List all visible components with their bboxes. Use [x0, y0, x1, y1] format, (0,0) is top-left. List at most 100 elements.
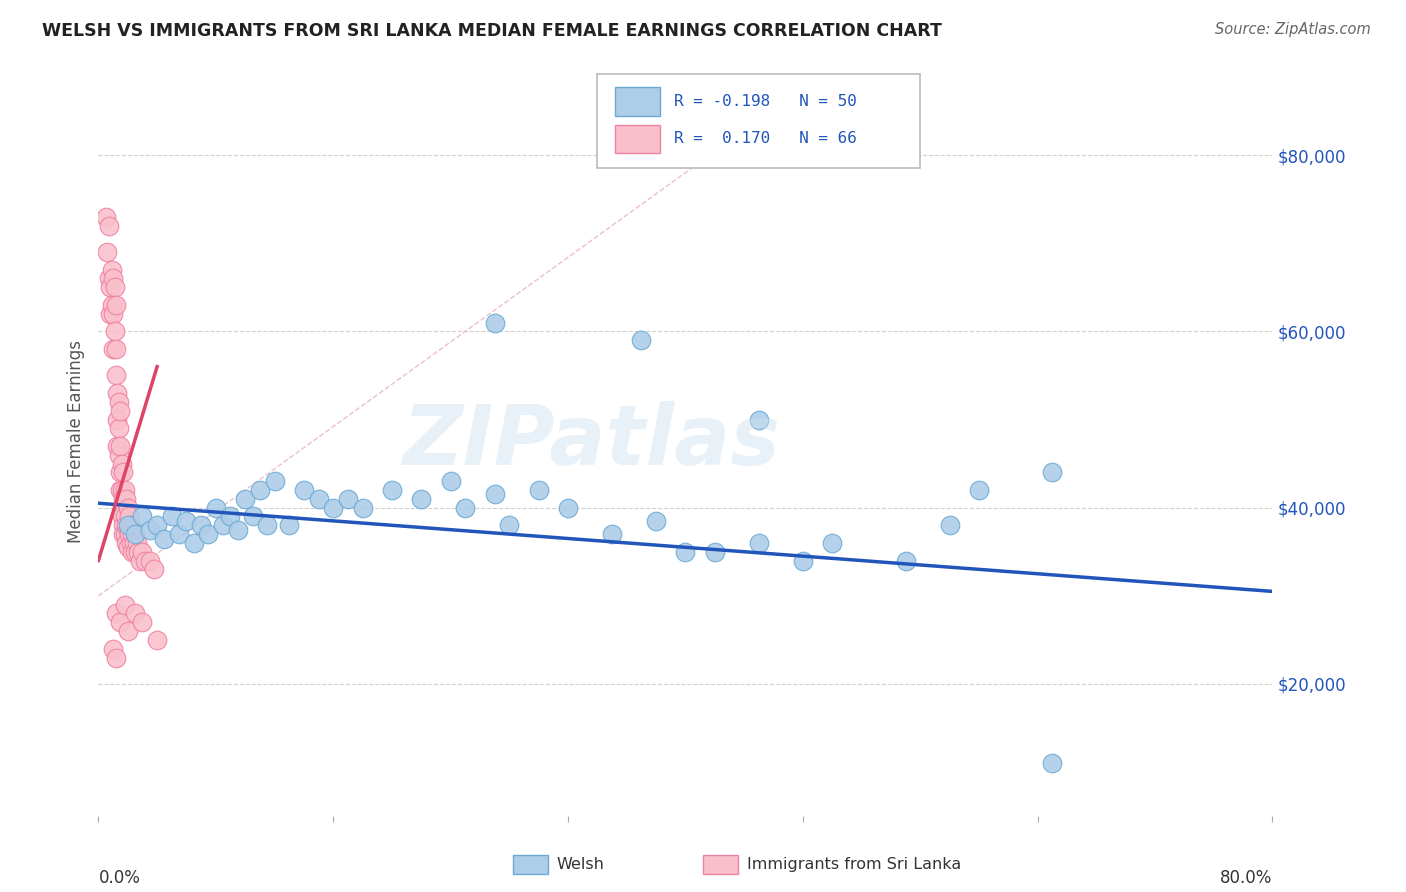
Point: [600, 527, 623, 541]
Point: [226, 523, 249, 537]
Point: [114, 598, 136, 612]
Point: [219, 509, 242, 524]
Point: [105, 342, 128, 356]
Point: [127, 545, 149, 559]
Point: [411, 491, 433, 506]
Point: [121, 527, 143, 541]
Text: Welsh: Welsh: [557, 857, 605, 871]
Point: [703, 545, 725, 559]
Point: [439, 474, 461, 488]
Point: [352, 500, 374, 515]
Point: [484, 487, 506, 501]
Point: [131, 545, 153, 559]
Point: [256, 518, 278, 533]
Point: [146, 518, 169, 533]
Point: [630, 333, 652, 347]
Point: [110, 466, 132, 480]
Point: [967, 483, 990, 497]
Point: [205, 500, 228, 515]
Text: WELSH VS IMMIGRANTS FROM SRI LANKA MEDIAN FEMALE EARNINGS CORRELATION CHART: WELSH VS IMMIGRANTS FROM SRI LANKA MEDIA…: [42, 22, 942, 40]
Point: [183, 536, 205, 550]
Point: [117, 500, 139, 515]
Point: [111, 457, 134, 471]
Point: [125, 536, 148, 550]
Point: [115, 536, 138, 550]
Point: [101, 641, 124, 656]
Point: [124, 607, 146, 621]
Point: [498, 518, 520, 533]
Point: [249, 483, 271, 497]
Point: [821, 536, 844, 550]
Point: [120, 518, 142, 533]
Point: [112, 527, 135, 541]
Point: [263, 474, 285, 488]
Point: [115, 518, 138, 533]
Point: [96, 245, 118, 260]
Point: [105, 650, 128, 665]
Point: [120, 536, 142, 550]
Point: [675, 545, 697, 559]
Point: [645, 514, 668, 528]
Point: [108, 421, 131, 435]
Text: ZIPatlas: ZIPatlas: [402, 401, 780, 482]
Point: [117, 518, 139, 533]
Point: [322, 500, 344, 515]
Point: [292, 483, 315, 497]
Point: [105, 607, 128, 621]
Point: [101, 271, 124, 285]
Point: [108, 395, 131, 409]
Point: [118, 527, 141, 541]
Point: [107, 386, 129, 401]
Point: [167, 527, 190, 541]
Point: [1040, 756, 1063, 771]
Point: [117, 523, 139, 537]
Point: [124, 527, 146, 541]
Point: [197, 527, 219, 541]
Point: [1040, 466, 1063, 480]
Point: [112, 491, 135, 506]
Point: [131, 615, 153, 630]
Point: [242, 509, 264, 524]
Point: [117, 624, 139, 638]
Point: [100, 298, 122, 312]
Point: [94, 210, 117, 224]
Point: [176, 514, 198, 528]
Point: [938, 518, 960, 533]
Point: [124, 545, 146, 559]
Point: [146, 632, 169, 647]
Text: Source: ZipAtlas.com: Source: ZipAtlas.com: [1215, 22, 1371, 37]
Point: [98, 280, 121, 294]
Point: [98, 307, 121, 321]
Point: [122, 536, 145, 550]
Point: [111, 509, 134, 524]
Point: [153, 532, 176, 546]
Point: [118, 509, 141, 524]
Point: [139, 553, 162, 567]
Point: [110, 615, 132, 630]
Point: [336, 491, 359, 506]
Point: [114, 509, 136, 524]
Point: [557, 500, 579, 515]
Point: [111, 483, 134, 497]
Bar: [614, 87, 659, 116]
Point: [110, 483, 132, 497]
Point: [160, 509, 183, 524]
Point: [134, 553, 156, 567]
Point: [748, 536, 770, 550]
Point: [748, 412, 770, 426]
Text: 80.0%: 80.0%: [1220, 869, 1272, 887]
Point: [105, 298, 128, 312]
Text: R =  0.170   N = 66: R = 0.170 N = 66: [673, 131, 856, 146]
Point: [143, 562, 166, 576]
Text: Immigrants from Sri Lanka: Immigrants from Sri Lanka: [747, 857, 960, 871]
Y-axis label: Median Female Earnings: Median Female Earnings: [66, 340, 84, 543]
Point: [114, 483, 136, 497]
Point: [117, 541, 139, 555]
Point: [107, 412, 129, 426]
Point: [114, 527, 136, 541]
Point: [233, 491, 256, 506]
Point: [308, 491, 330, 506]
Point: [278, 518, 301, 533]
Point: [100, 262, 122, 277]
Point: [128, 553, 150, 567]
